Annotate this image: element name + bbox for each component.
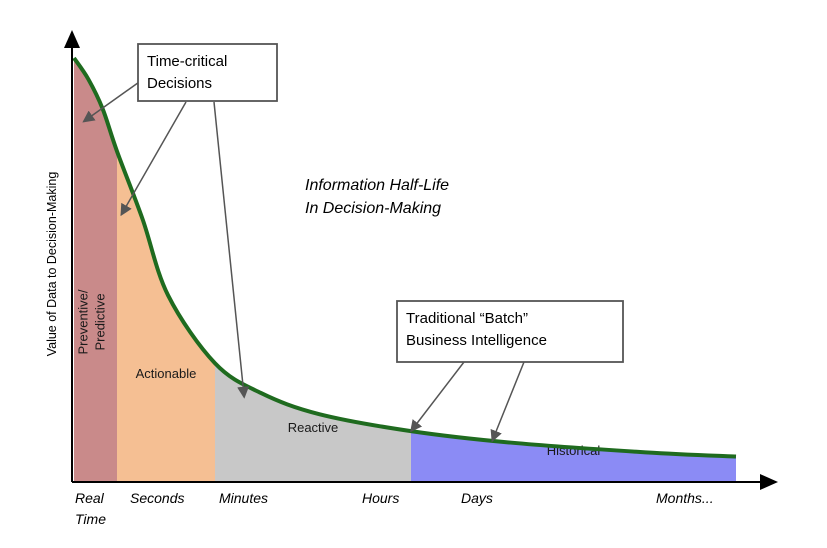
y-axis-label: Value of Data to Decision-Making	[45, 172, 59, 357]
annotations: Time-critical Decisions Traditional “Batch…	[82, 43, 624, 443]
callout-text: Decisions	[147, 75, 212, 92]
callout-batch-bi: Traditional “Batch” Business Intelligence	[396, 300, 624, 443]
region-reactive	[215, 58, 411, 482]
headline-line-2: In Decision-Making	[305, 200, 441, 217]
x-tick-label: Hours	[362, 490, 399, 506]
region-historical	[411, 58, 736, 482]
region-label-preventive: Preventive/Predictive	[76, 289, 108, 354]
callout-time-critical: Time-critical Decisions	[82, 43, 278, 399]
callout-arrow	[490, 361, 525, 443]
region-label-line: Reactive	[288, 420, 339, 435]
region-label-reactive: Reactive	[288, 420, 339, 435]
callout-box	[137, 43, 278, 102]
value-curve	[72, 56, 737, 459]
callout-text: Traditional “Batch”	[406, 310, 528, 327]
region-actionable	[117, 58, 215, 482]
chart-headline: Information Half-Life In Decision-Making	[305, 177, 449, 217]
callout-arrow	[213, 101, 250, 399]
x-tick-label: Seconds	[130, 490, 184, 506]
region-label-line: Actionable	[136, 366, 197, 381]
x-tick-label: Days	[461, 490, 493, 506]
callout-arrow	[82, 79, 143, 123]
headline-line-1: Information Half-Life	[305, 177, 449, 194]
callout-text: Business Intelligence	[406, 332, 547, 349]
callout-box	[396, 300, 624, 363]
x-tick-label: Minutes	[219, 490, 268, 506]
callout-arrow	[410, 361, 465, 433]
x-tick-labels: Real Time Seconds Minutes Hours Days Months...	[75, 490, 714, 527]
region-label-line: Predictive	[93, 293, 108, 350]
x-tick-label: Time	[75, 511, 106, 527]
x-tick-label: Months...	[656, 490, 714, 506]
callout-arrow	[120, 101, 187, 217]
x-tick-label: Real	[75, 490, 105, 506]
region-label-line: Preventive/	[76, 289, 91, 354]
region-label-actionable: Actionable	[136, 366, 197, 381]
callout-text: Time-critical	[147, 53, 227, 70]
regions-layer	[74, 58, 736, 482]
